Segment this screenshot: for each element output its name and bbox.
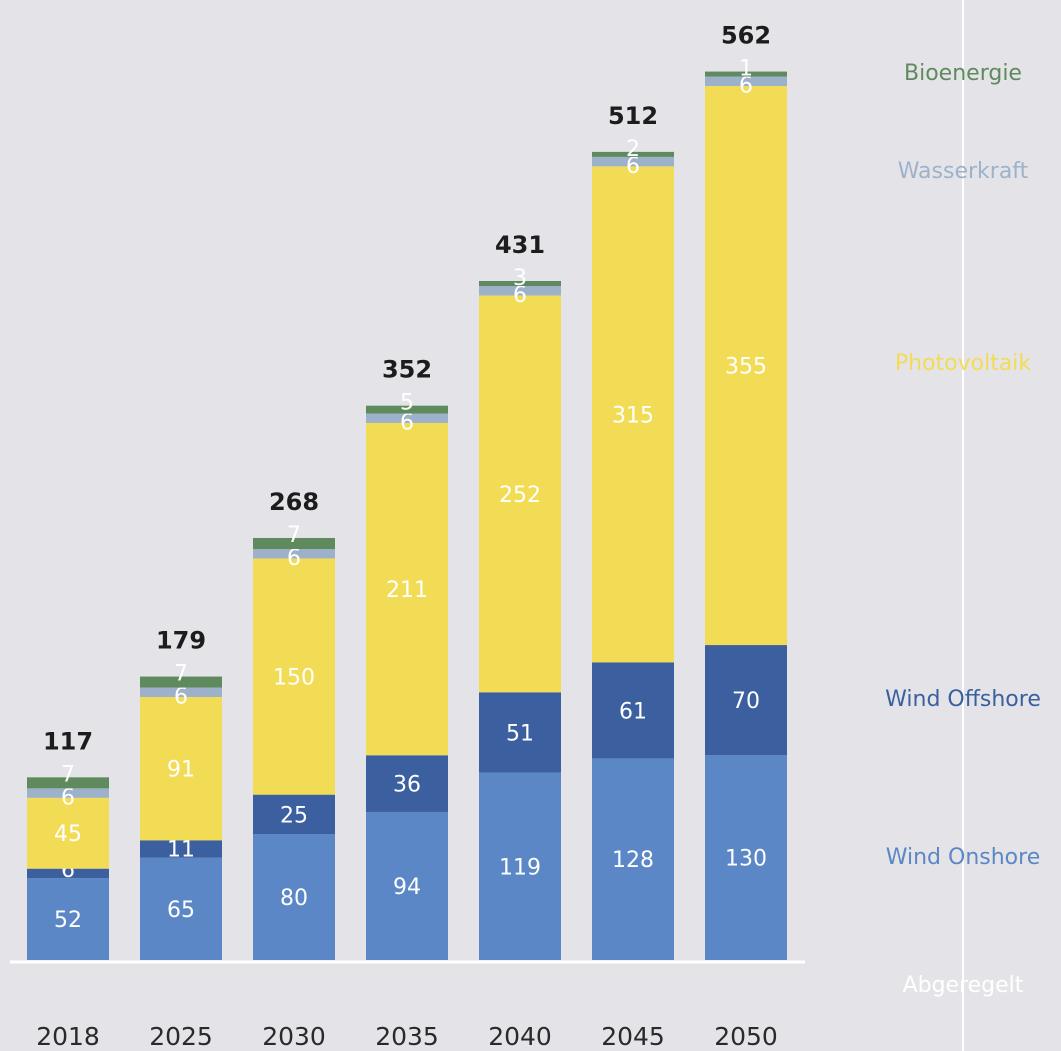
label-wind-offshore-2030: 25 (280, 803, 308, 828)
label-photovoltaik-2050: 355 (725, 355, 767, 380)
label-bioenergie-2045: 2 (626, 137, 640, 162)
x-tick-2018: 2018 (36, 1022, 100, 1051)
bar-wasserkraft-2040 (479, 286, 561, 296)
label-wasserkraft-2018: 6 (61, 785, 75, 810)
bar-photovoltaik-2030 (253, 558, 335, 795)
label-wasserkraft-2030: 6 (287, 546, 301, 571)
label-photovoltaik-2030: 150 (273, 666, 315, 691)
bar-wind-offshore-2040 (479, 692, 561, 773)
bar-wind-offshore-2050 (705, 645, 787, 756)
legend-bioenergie: Bioenergie (904, 61, 1022, 86)
bar-wasserkraft-2018 (27, 788, 109, 798)
legend-wind-onshore: Wind Onshore (886, 845, 1041, 870)
bar-bioenergie-2030 (253, 537, 335, 549)
total-label-2045: 512 (608, 102, 658, 130)
label-wasserkraft-2045: 6 (626, 154, 640, 179)
x-tick-2035: 2035 (375, 1022, 439, 1051)
legend-wasserkraft: Wasserkraft (898, 159, 1029, 184)
label-bioenergie-2050: 1 (739, 57, 753, 82)
label-photovoltaik-2018: 45 (54, 822, 82, 847)
bar-wind-onshore-2035 (366, 811, 448, 960)
label-wind-onshore-2035: 94 (393, 875, 421, 900)
label-wind-onshore-2045: 128 (612, 848, 654, 873)
bar-wasserkraft-2050 (705, 76, 787, 87)
bar-wind-onshore-2025 (140, 857, 222, 960)
legend-wind-offshore: Wind Offshore (885, 687, 1041, 712)
bar-photovoltaik-2050 (705, 86, 787, 646)
label-wasserkraft-2040: 6 (513, 283, 527, 308)
label-photovoltaik-2025: 91 (167, 758, 195, 783)
label-wasserkraft-2035: 6 (400, 411, 414, 436)
bar-wind-onshore-2050 (705, 755, 787, 960)
total-label-2025: 179 (156, 627, 206, 655)
bar-photovoltaik-2045 (592, 166, 674, 663)
label-bioenergie-2035: 5 (400, 391, 414, 416)
label-wind-offshore-2050: 70 (732, 689, 760, 714)
bar-wind-offshore-2045 (592, 662, 674, 759)
x-tick-2030: 2030 (262, 1022, 326, 1051)
bar-photovoltaik-2035 (366, 423, 448, 756)
bar-bioenergie-2040 (479, 281, 561, 287)
bar-bioenergie-2050 (705, 71, 787, 77)
label-wind-onshore-2030: 80 (280, 886, 308, 911)
label-wind-offshore-2035: 36 (393, 773, 421, 798)
bar-wasserkraft-2045 (592, 156, 674, 167)
x-tick-2050: 2050 (714, 1022, 778, 1051)
label-bioenergie-2030: 7 (287, 523, 301, 548)
bar-wasserkraft-2030 (253, 548, 335, 559)
bar-wind-onshore-2030 (253, 834, 335, 960)
label-wind-offshore-2025: 11 (167, 838, 195, 863)
total-label-2018: 117 (43, 727, 93, 755)
label-wasserkraft-2050: 6 (739, 74, 753, 99)
label-photovoltaik-2040: 252 (499, 483, 541, 508)
bar-wind-onshore-2045 (592, 758, 674, 960)
label-wind-onshore-2018: 52 (54, 908, 82, 933)
total-label-2030: 268 (269, 488, 319, 516)
bar-wasserkraft-2035 (366, 413, 448, 424)
label-bioenergie-2018: 7 (61, 762, 75, 787)
x-tick-2040: 2040 (488, 1022, 552, 1051)
bar-wind-offshore-2030 (253, 794, 335, 835)
label-photovoltaik-2035: 211 (386, 578, 428, 603)
label-wind-offshore-2040: 51 (506, 721, 534, 746)
bar-photovoltaik-2040 (479, 295, 561, 693)
label-wind-onshore-2040: 119 (499, 855, 541, 880)
total-label-2035: 352 (382, 356, 432, 384)
label-wind-onshore-2050: 130 (725, 847, 767, 872)
bar-bioenergie-2045 (592, 151, 674, 157)
legend-abgeregelt: Abgeregelt (903, 973, 1024, 998)
label-bioenergie-2040: 3 (513, 266, 527, 291)
bar-wasserkraft-2025 (140, 687, 222, 698)
legend-photovoltaik: Photovoltaik (895, 351, 1032, 376)
bar-bioenergie-2018 (27, 777, 109, 789)
bar-wind-onshore-2018 (27, 878, 109, 960)
bar-wind-offshore-2035 (366, 755, 448, 812)
total-label-2050: 562 (721, 22, 771, 50)
x-tick-2045: 2045 (601, 1022, 665, 1051)
label-photovoltaik-2045: 315 (612, 403, 654, 428)
bar-photovoltaik-2018 (27, 797, 109, 869)
label-bioenergie-2025: 7 (174, 662, 188, 687)
bar-bioenergie-2035 (366, 405, 448, 414)
label-wind-onshore-2025: 65 (167, 898, 195, 923)
bar-bioenergie-2025 (140, 676, 222, 688)
bar-photovoltaik-2025 (140, 697, 222, 841)
total-label-2040: 431 (495, 231, 545, 259)
bar-wind-onshore-2040 (479, 772, 561, 960)
bar-wind-offshore-2025 (140, 840, 222, 858)
bar-wind-offshore-2018 (27, 868, 109, 879)
label-wind-offshore-2045: 61 (619, 699, 647, 724)
label-wasserkraft-2025: 6 (174, 685, 188, 710)
x-tick-2025: 2025 (149, 1022, 213, 1051)
